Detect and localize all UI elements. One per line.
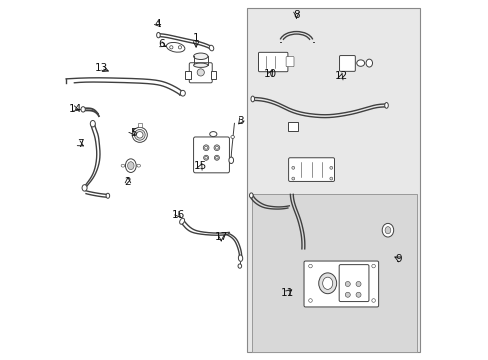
- Ellipse shape: [230, 135, 234, 138]
- FancyBboxPatch shape: [288, 158, 334, 181]
- Ellipse shape: [106, 193, 109, 198]
- Text: 2: 2: [124, 177, 131, 187]
- Ellipse shape: [121, 164, 124, 167]
- FancyBboxPatch shape: [189, 63, 212, 83]
- Ellipse shape: [384, 103, 387, 108]
- Ellipse shape: [384, 226, 390, 234]
- FancyBboxPatch shape: [193, 137, 229, 173]
- Text: 1: 1: [192, 33, 199, 43]
- Ellipse shape: [90, 121, 95, 127]
- Ellipse shape: [366, 59, 372, 67]
- Ellipse shape: [197, 69, 204, 76]
- Ellipse shape: [329, 166, 332, 169]
- Ellipse shape: [382, 224, 393, 237]
- Ellipse shape: [82, 185, 87, 191]
- Ellipse shape: [203, 155, 208, 160]
- Ellipse shape: [134, 130, 145, 140]
- Ellipse shape: [204, 157, 207, 159]
- Ellipse shape: [355, 292, 360, 297]
- Ellipse shape: [238, 264, 241, 268]
- Ellipse shape: [209, 132, 217, 136]
- Ellipse shape: [308, 264, 312, 268]
- Text: 7: 7: [77, 139, 83, 149]
- Ellipse shape: [169, 46, 173, 49]
- Ellipse shape: [204, 146, 207, 149]
- Ellipse shape: [180, 90, 185, 96]
- Text: 9: 9: [395, 254, 401, 264]
- Bar: [251, 194, 416, 352]
- Ellipse shape: [156, 32, 160, 38]
- Ellipse shape: [127, 162, 134, 170]
- Ellipse shape: [308, 299, 312, 302]
- Ellipse shape: [345, 292, 349, 297]
- Text: 5: 5: [130, 129, 136, 138]
- Ellipse shape: [228, 157, 233, 163]
- Text: 14: 14: [68, 104, 81, 114]
- Text: 6: 6: [158, 40, 164, 49]
- Ellipse shape: [125, 159, 136, 172]
- Ellipse shape: [178, 46, 181, 49]
- Ellipse shape: [214, 145, 219, 150]
- Ellipse shape: [132, 127, 147, 142]
- Text: 15: 15: [194, 161, 207, 171]
- Bar: [185, 71, 190, 79]
- Ellipse shape: [356, 60, 364, 66]
- Ellipse shape: [179, 218, 184, 224]
- Ellipse shape: [291, 166, 294, 169]
- Text: 16: 16: [172, 210, 185, 220]
- Ellipse shape: [371, 264, 375, 268]
- Text: 11: 11: [280, 288, 294, 298]
- Ellipse shape: [81, 107, 85, 112]
- FancyBboxPatch shape: [339, 55, 355, 71]
- Ellipse shape: [166, 42, 184, 52]
- Ellipse shape: [193, 63, 207, 67]
- Ellipse shape: [250, 96, 254, 102]
- Ellipse shape: [238, 255, 242, 261]
- Ellipse shape: [215, 157, 218, 159]
- Ellipse shape: [345, 282, 349, 287]
- FancyBboxPatch shape: [339, 265, 368, 302]
- Ellipse shape: [137, 164, 140, 167]
- Text: 8: 8: [293, 10, 299, 20]
- Text: 17: 17: [214, 232, 227, 242]
- Text: 3: 3: [237, 116, 244, 126]
- Ellipse shape: [329, 177, 332, 180]
- Bar: [287, 122, 298, 131]
- Text: 13: 13: [94, 63, 107, 73]
- Bar: [138, 123, 142, 127]
- Ellipse shape: [136, 132, 142, 138]
- Ellipse shape: [215, 146, 218, 149]
- Ellipse shape: [355, 282, 360, 287]
- Text: 4: 4: [154, 19, 161, 29]
- Ellipse shape: [249, 193, 253, 198]
- Ellipse shape: [203, 145, 208, 150]
- FancyBboxPatch shape: [285, 57, 293, 67]
- Text: 10: 10: [263, 69, 276, 79]
- FancyBboxPatch shape: [304, 261, 378, 307]
- Bar: [247, 8, 419, 352]
- Ellipse shape: [318, 273, 336, 294]
- Ellipse shape: [214, 155, 219, 160]
- Ellipse shape: [322, 277, 332, 289]
- Text: 12: 12: [334, 71, 347, 81]
- Bar: [210, 71, 216, 79]
- Ellipse shape: [371, 299, 375, 302]
- Ellipse shape: [193, 53, 207, 59]
- Ellipse shape: [291, 177, 294, 180]
- Ellipse shape: [209, 45, 213, 51]
- FancyBboxPatch shape: [258, 52, 287, 72]
